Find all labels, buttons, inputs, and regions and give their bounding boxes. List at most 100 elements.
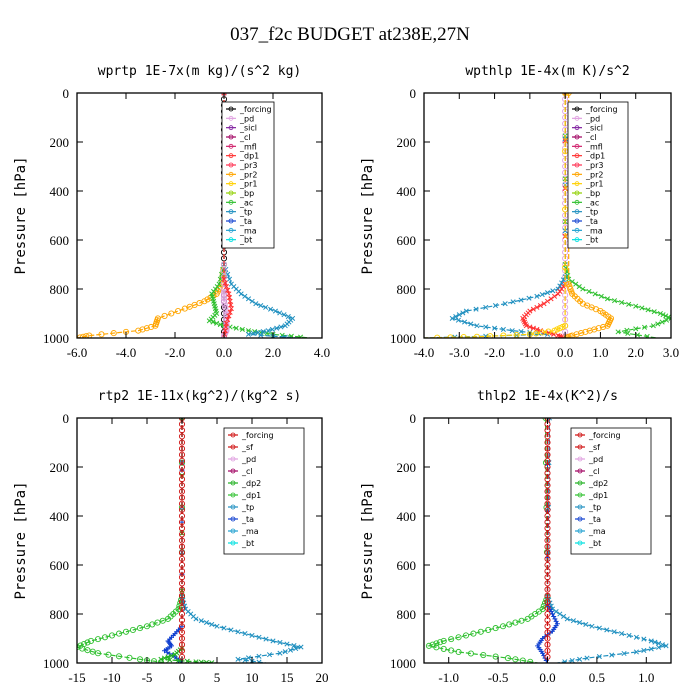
series-line-dp1 (522, 93, 566, 338)
data-point (269, 326, 275, 332)
data-point (242, 293, 248, 299)
y-tick-label: 200 (50, 460, 70, 475)
x-tick-label: 0.0 (557, 345, 573, 360)
data-point (258, 302, 264, 309)
data-point (467, 650, 474, 657)
legend-entry: _pd (588, 455, 603, 464)
data-point (220, 298, 228, 305)
data-point (221, 301, 228, 308)
data-point (544, 543, 551, 550)
data-point (298, 644, 304, 650)
y-tick-label: 200 (397, 135, 417, 150)
data-point (544, 488, 551, 495)
data-point (193, 616, 199, 622)
data-point (633, 634, 639, 640)
y-axis-label: Pressure [hPa] (13, 481, 29, 599)
data-point (544, 623, 551, 630)
data-point (238, 291, 244, 297)
data-point (544, 555, 551, 562)
series-line-pr1 (424, 93, 566, 338)
data-point (242, 631, 248, 637)
panel-rtp2: rtp2 1E-11x(kg^2)/(kg^2 s) Pressure [hPa]… (13, 389, 329, 685)
x-tick-label: -4.0 (414, 345, 435, 360)
data-point (217, 321, 223, 328)
data-point (143, 325, 150, 332)
data-point (178, 543, 186, 550)
data-point (164, 649, 170, 655)
legend-marker (230, 504, 236, 510)
data-point (226, 276, 233, 282)
data-point (583, 621, 589, 627)
data-point (545, 328, 552, 335)
legend-entry: _forcing (241, 431, 274, 440)
legend-marker (228, 125, 234, 131)
data-point (172, 651, 178, 657)
legend-marker (577, 504, 583, 510)
x-tick-label: 15 (281, 670, 294, 685)
data-point (577, 330, 585, 337)
data-point (544, 525, 551, 532)
data-point (249, 298, 255, 304)
data-point (555, 291, 561, 297)
legend-marker (228, 209, 234, 215)
legend-marker (228, 181, 234, 187)
data-point (213, 290, 220, 297)
y-tick-label: 600 (397, 558, 417, 573)
data-point (586, 327, 593, 334)
data-point (162, 648, 167, 654)
data-point (178, 617, 186, 624)
data-point (595, 325, 602, 332)
data-point (544, 592, 551, 599)
data-point (178, 555, 186, 562)
x-tick-label: -5 (142, 670, 153, 685)
data-point (209, 621, 215, 627)
data-point (239, 326, 245, 332)
data-point (509, 328, 515, 334)
x-tick-label: -10 (103, 670, 120, 685)
legend-marker (574, 115, 580, 121)
legend-marker (577, 492, 583, 498)
data-point (539, 329, 546, 336)
data-point (178, 580, 186, 587)
y-axis-label: Pressure [hPa] (360, 481, 376, 599)
legend-marker (228, 171, 234, 177)
data-point (135, 327, 142, 334)
legend-entry: _pr2 (585, 170, 603, 179)
data-point (281, 312, 287, 318)
y-tick-label: 1000 (43, 656, 69, 671)
data-point (425, 642, 432, 649)
y-tick-label: 600 (397, 233, 417, 248)
y-tick-label: 1000 (43, 331, 69, 346)
data-point (86, 332, 93, 338)
data-point (178, 470, 186, 477)
data-point (553, 608, 559, 615)
legend-marker (228, 237, 234, 243)
data-point (541, 301, 547, 307)
data-point (480, 651, 487, 659)
data-point (178, 445, 186, 452)
data-point (576, 283, 582, 290)
x-tick-label: -0.5 (488, 670, 509, 685)
legend-entry: _forcing (239, 105, 272, 114)
panel-thlp2: thlp2 1E-4x(K^2)/s Pressure [hPa] -1.0 -0.5… (360, 389, 672, 685)
data-point (178, 592, 186, 599)
data-point (291, 642, 297, 649)
data-point (544, 610, 551, 618)
data-point (651, 309, 657, 315)
data-point (178, 488, 186, 495)
x-tick-label: 0.5 (589, 670, 605, 685)
panel-title: thlp2 1E-4x(K^2)/s (477, 389, 618, 404)
data-point (656, 640, 662, 646)
data-point (80, 333, 87, 338)
legend-entry: _sf (241, 443, 253, 452)
plot-frame (76, 417, 323, 664)
data-point (668, 315, 671, 321)
data-point (126, 654, 133, 661)
data-point (249, 632, 255, 638)
data-point (534, 293, 540, 299)
data-point (655, 321, 661, 327)
legend-entry: _mfl (585, 142, 603, 151)
legend-entry: _cl (585, 133, 597, 142)
data-point (460, 310, 466, 316)
x-tick-label: 0.0 (539, 670, 555, 685)
